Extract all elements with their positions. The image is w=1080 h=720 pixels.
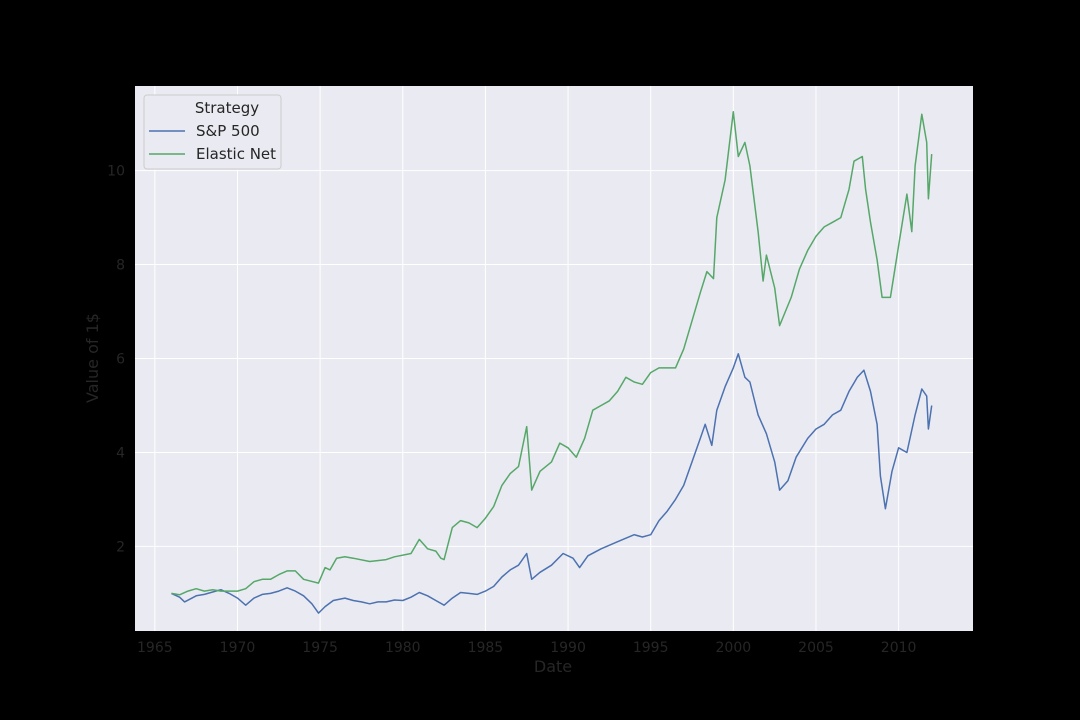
legend-title: Strategy xyxy=(195,99,259,117)
x-tick-label: 1985 xyxy=(468,640,504,656)
x-tick-label: 2005 xyxy=(798,640,834,656)
x-tick-label: 1970 xyxy=(220,640,256,656)
y-tick-label: 8 xyxy=(116,258,125,274)
y-tick-labels: 2 4 6 8 10 xyxy=(107,164,125,556)
legend: Strategy S&P 500 Elastic Net xyxy=(143,94,282,170)
x-axis-label: Date xyxy=(534,657,572,676)
x-tick-label: 1975 xyxy=(302,640,338,656)
series-line-sandp-500 xyxy=(171,353,933,614)
y-tick-label: 10 xyxy=(107,164,125,180)
x-tick-label: 1995 xyxy=(633,640,669,656)
y-tick-label: 2 xyxy=(116,539,125,555)
y-axis-label: Value of 1$ xyxy=(83,313,102,403)
x-tick-label: 1990 xyxy=(550,640,586,656)
legend-label-s-and-p-500: S&P 500 xyxy=(196,122,260,140)
grid xyxy=(135,86,973,631)
x-tick-label: 1965 xyxy=(137,640,173,656)
legend-label-elastic-net: Elastic Net xyxy=(196,145,276,163)
x-tick-label: 2010 xyxy=(881,640,917,656)
series-lines xyxy=(171,111,933,614)
x-tick-label: 2000 xyxy=(716,640,752,656)
legend-box xyxy=(143,94,282,170)
x-tick-label: 1980 xyxy=(385,640,421,656)
series-line-elastic-net xyxy=(171,111,933,596)
y-tick-label: 4 xyxy=(116,445,125,461)
y-tick-label: 6 xyxy=(116,352,125,368)
x-tick-labels: 1965 1970 1975 1980 1985 1990 1995 2000 2005 2010 xyxy=(137,640,916,656)
